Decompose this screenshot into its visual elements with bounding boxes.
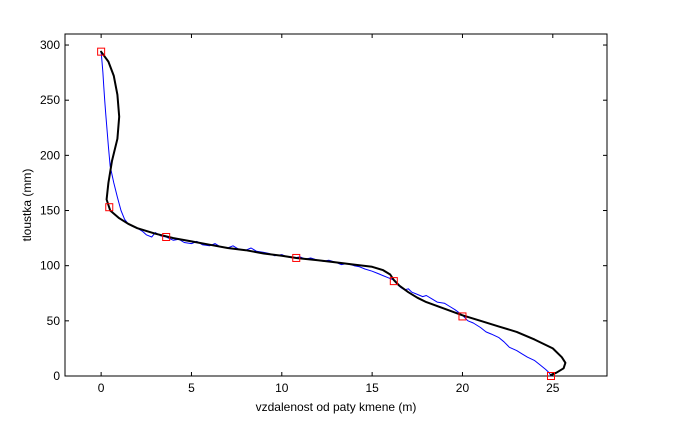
knot-marker xyxy=(458,312,467,321)
x-tick-label: 25 xyxy=(546,381,560,395)
knot-marker xyxy=(105,203,114,212)
knot-marker xyxy=(546,372,555,380)
knot-marker xyxy=(389,277,398,286)
y-tick-label: 250 xyxy=(40,93,60,107)
fitted-curve-line xyxy=(100,50,567,376)
y-tick-label: 300 xyxy=(40,38,60,52)
y-axis-label: tloustka (mm) xyxy=(20,169,34,242)
y-tick-label: 50 xyxy=(47,314,61,328)
x-tick-label: 15 xyxy=(365,381,379,395)
y-tick-labels: 0 50 100 150 200 250 300 xyxy=(40,38,60,383)
x-axis-label: vzdalenost od paty kmene (m) xyxy=(256,400,417,414)
x-tick-label: 5 xyxy=(188,381,195,395)
axis-ticks xyxy=(65,34,607,377)
y-tick-label: 0 xyxy=(53,369,60,383)
x-tick-labels: 0 5 10 15 20 25 xyxy=(98,381,560,395)
y-tick-label: 100 xyxy=(40,259,60,273)
knot-marker xyxy=(292,253,301,262)
y-tick-label: 150 xyxy=(40,204,60,218)
y-tick-label: 200 xyxy=(40,148,60,162)
knot-marker xyxy=(162,232,171,241)
series-layer xyxy=(97,47,567,380)
x-tick-label: 10 xyxy=(275,381,289,395)
x-tick-label: 20 xyxy=(456,381,470,395)
x-tick-label: 0 xyxy=(98,381,105,395)
knot-marker xyxy=(97,47,106,56)
plot-area xyxy=(64,33,608,377)
